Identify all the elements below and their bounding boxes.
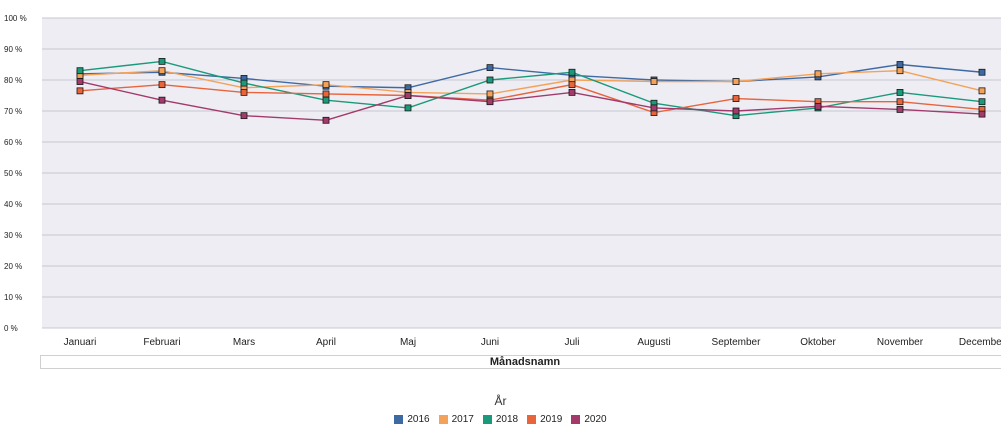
data-point[interactable] bbox=[158, 67, 166, 75]
data-point[interactable] bbox=[978, 110, 986, 118]
legend-item-2018[interactable]: 2018 bbox=[482, 414, 519, 425]
y-tick-label: 80 % bbox=[4, 76, 22, 85]
y-tick-label: 10 % bbox=[4, 293, 22, 302]
data-point[interactable] bbox=[240, 79, 248, 87]
series-line bbox=[79, 63, 983, 89]
y-tick-label: 20 % bbox=[4, 262, 22, 271]
data-point[interactable] bbox=[978, 98, 986, 106]
data-point[interactable] bbox=[322, 116, 330, 124]
legend-item-2017[interactable]: 2017 bbox=[438, 414, 474, 425]
x-tick-label: November bbox=[877, 337, 924, 348]
y-tick-label: 30 % bbox=[4, 231, 22, 240]
data-point[interactable] bbox=[568, 89, 576, 96]
data-point[interactable] bbox=[896, 89, 904, 96]
data-point[interactable] bbox=[896, 61, 904, 68]
series-2019 bbox=[76, 81, 986, 116]
data-point[interactable] bbox=[896, 106, 904, 113]
x-tick-label: April bbox=[316, 337, 336, 348]
data-point[interactable] bbox=[240, 89, 248, 96]
legend: 2016 2017 2018 2019 2020 bbox=[0, 414, 1001, 425]
series-line bbox=[79, 83, 983, 114]
y-tick-label: 60 % bbox=[4, 138, 22, 147]
gridlines bbox=[42, 17, 1001, 329]
data-point[interactable] bbox=[486, 98, 494, 106]
data-point[interactable] bbox=[896, 67, 904, 75]
legend-swatch bbox=[438, 415, 448, 424]
legend-label: 2016 bbox=[407, 414, 430, 425]
x-tick-label: Januari bbox=[64, 337, 97, 348]
x-tick-label: Augusti bbox=[637, 337, 670, 348]
x-tick-label: Oktober bbox=[800, 337, 836, 348]
data-point[interactable] bbox=[732, 95, 740, 102]
y-tick-label: 0 % bbox=[4, 324, 18, 333]
series-2017 bbox=[76, 67, 986, 98]
y-tick-label: 100 % bbox=[4, 14, 27, 23]
y-tick-label: 90 % bbox=[4, 45, 22, 54]
series-lines bbox=[76, 58, 986, 124]
data-point[interactable] bbox=[158, 58, 166, 65]
legend-item-2016[interactable]: 2016 bbox=[394, 414, 430, 425]
x-tick-label: Juni bbox=[481, 337, 499, 348]
x-tick-label: December bbox=[959, 337, 1001, 348]
legend-label: 2020 bbox=[584, 414, 607, 425]
y-tick-label: 50 % bbox=[4, 169, 22, 178]
x-axis-title: Månadsnamn bbox=[40, 355, 1001, 369]
x-tick-label: Juli bbox=[564, 337, 579, 348]
legend-swatch bbox=[571, 415, 581, 424]
data-point[interactable] bbox=[978, 87, 986, 95]
data-point[interactable] bbox=[486, 64, 494, 71]
legend-title: År bbox=[494, 394, 507, 408]
y-tick-label: 70 % bbox=[4, 107, 22, 116]
legend-swatch bbox=[394, 415, 404, 424]
line-chart: 0 % 10 % 20 % 30 % 40 % 50 % 60 % 70 % 80 % 90 % 1… bbox=[4, 14, 1001, 348]
data-point[interactable] bbox=[568, 81, 576, 89]
data-point[interactable] bbox=[76, 67, 84, 75]
data-point[interactable] bbox=[322, 90, 330, 98]
y-tick-label: 40 % bbox=[4, 200, 22, 209]
data-point[interactable] bbox=[650, 78, 658, 85]
data-point[interactable] bbox=[486, 76, 494, 84]
data-point[interactable] bbox=[322, 96, 330, 104]
data-point[interactable] bbox=[404, 92, 412, 99]
data-point[interactable] bbox=[486, 90, 494, 98]
series-line bbox=[79, 80, 983, 122]
data-point[interactable] bbox=[76, 87, 84, 95]
data-point[interactable] bbox=[240, 112, 248, 120]
data-point[interactable] bbox=[158, 81, 166, 89]
data-point[interactable] bbox=[404, 104, 412, 112]
x-axis-ticks: Januari Februari Mars April Maj Juni Juli Augus… bbox=[64, 337, 1001, 348]
series-line bbox=[79, 60, 983, 117]
data-point[interactable] bbox=[814, 102, 822, 110]
legend-label: 2018 bbox=[495, 414, 519, 425]
series-line bbox=[79, 69, 983, 95]
x-tick-label: September bbox=[712, 337, 762, 348]
data-point[interactable] bbox=[158, 96, 166, 104]
legend-item-2019[interactable]: 2019 bbox=[527, 414, 562, 425]
legend-label: 2019 bbox=[540, 414, 563, 425]
legend-swatch bbox=[527, 415, 537, 424]
data-point[interactable] bbox=[322, 81, 330, 89]
data-point[interactable] bbox=[76, 78, 84, 85]
data-point[interactable] bbox=[978, 68, 986, 76]
data-point[interactable] bbox=[814, 70, 822, 78]
legend-label: 2017 bbox=[451, 414, 474, 425]
x-tick-label: Maj bbox=[400, 337, 416, 348]
y-axis-ticks: 0 % 10 % 20 % 30 % 40 % 50 % 60 % 70 % 80 % 90 % 1… bbox=[4, 14, 27, 333]
legend-swatch bbox=[482, 415, 492, 424]
data-point[interactable] bbox=[732, 107, 740, 115]
data-point[interactable] bbox=[568, 68, 576, 76]
x-tick-label: Februari bbox=[143, 337, 180, 348]
x-tick-label: Mars bbox=[233, 337, 255, 348]
data-point[interactable] bbox=[896, 98, 904, 106]
data-point[interactable] bbox=[732, 78, 740, 85]
legend-item-2020[interactable]: 2020 bbox=[571, 414, 607, 425]
series-2020 bbox=[76, 78, 986, 124]
data-point[interactable] bbox=[650, 104, 658, 112]
